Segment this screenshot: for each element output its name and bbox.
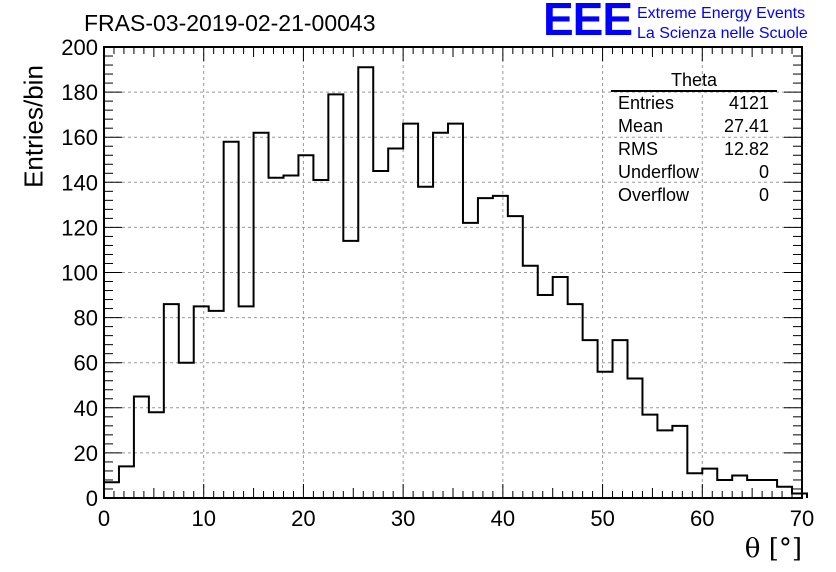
- eee-logo: EEE: [543, 0, 633, 45]
- x-tick-label: 0: [98, 506, 110, 531]
- stats-label: Entries: [618, 93, 675, 113]
- stats-value: 0: [758, 162, 769, 182]
- y-tick-label: 40: [74, 396, 98, 421]
- stats-value: 0: [758, 185, 769, 205]
- stats-value: 27.41: [723, 116, 769, 136]
- stats-label: Underflow: [618, 162, 700, 182]
- stats-value: 12.82: [723, 139, 769, 159]
- stats-label: Mean: [618, 116, 664, 136]
- y-tick-label: 80: [74, 306, 98, 331]
- run-title: FRAS-03-2019-02-21-00043: [84, 10, 376, 36]
- x-tick-labels: 0 10 20 30 40 50 60 70: [98, 506, 814, 531]
- grid-lines: [104, 47, 802, 498]
- y-tick-label: 180: [61, 80, 98, 105]
- eee-logo-line-1: Extreme Energy Events: [637, 5, 806, 22]
- stats-row-rms: RMS 12.82: [611, 138, 777, 161]
- y-tick-label: 140: [61, 170, 98, 195]
- y-tick-label: 60: [74, 351, 98, 376]
- y-tick-label: 100: [61, 261, 98, 286]
- stats-row-overflow: Overflow 0: [611, 184, 777, 207]
- x-tick-label: 50: [590, 506, 614, 531]
- x-tick-label: 10: [191, 506, 215, 531]
- y-tick-label: 0: [86, 486, 98, 511]
- theta-histogram-line: [103, 66, 808, 498]
- stats-row-underflow: Underflow 0: [611, 161, 777, 184]
- y-tick-labels: 0 20 40 60 80 100 120 140 160 180 200: [61, 35, 98, 511]
- axis-ticks: [103, 46, 803, 499]
- y-axis-label: Entries/bin: [18, 65, 49, 188]
- stats-row-mean: Mean 27.41: [611, 115, 777, 138]
- stats-box: Theta Entries 4121 Mean 27.41 RMS 12.82 …: [611, 70, 777, 207]
- stats-row-entries: Entries 4121: [611, 92, 777, 115]
- x-tick-label: 40: [491, 506, 515, 531]
- x-tick-label: 60: [690, 506, 714, 531]
- y-tick-label: 120: [61, 215, 98, 240]
- x-tick-label: 30: [391, 506, 415, 531]
- x-tick-label: 20: [291, 506, 315, 531]
- stats-value: 4121: [728, 93, 769, 113]
- y-tick-label: 200: [61, 35, 98, 60]
- stats-label: RMS: [618, 139, 658, 159]
- stats-label: Overflow: [618, 185, 690, 205]
- y-tick-label: 160: [61, 125, 98, 150]
- eee-logo-line-2: La Scienza nelle Scuole: [637, 25, 808, 42]
- y-tick-label: 20: [74, 441, 98, 466]
- x-axis-label: θ [°]: [744, 534, 802, 564]
- stats-title: Theta: [611, 70, 777, 92]
- x-tick-label: 70: [790, 506, 814, 531]
